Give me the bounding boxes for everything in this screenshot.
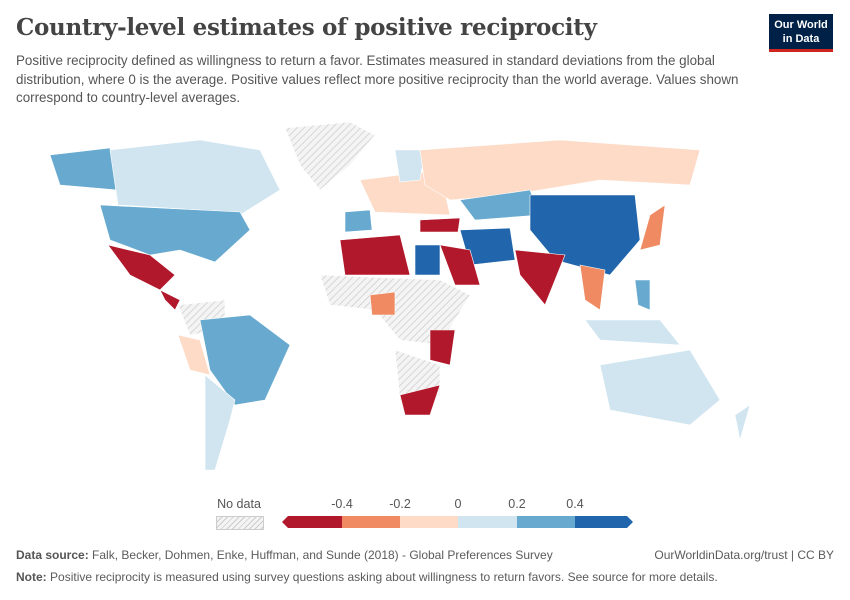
legend-color-bar [282, 516, 633, 528]
world-map [49, 121, 751, 471]
legend-tick: -0.4 [331, 497, 353, 511]
country-canada [109, 139, 281, 216]
country-chile-argentina [204, 374, 236, 471]
country-usa [99, 204, 251, 263]
country-north-africa [339, 234, 411, 276]
country-egypt [414, 244, 441, 276]
legend-bin [282, 516, 342, 528]
data-source: Data source: Falk, Becker, Dohmen, Enke,… [16, 548, 553, 562]
legend-bin [342, 516, 400, 528]
chart-title: Country-level estimates of positive reci… [16, 14, 597, 41]
country-alaska-canada-west [49, 147, 119, 191]
country-mexico [107, 244, 176, 291]
legend-tick: 0 [454, 497, 462, 511]
country-nigeria [369, 291, 396, 316]
country-peru [177, 334, 211, 376]
legend-no-data-swatch [216, 516, 264, 530]
country-iberia [344, 209, 373, 233]
country-new-zealand [734, 404, 751, 441]
legend-tick: -0.2 [389, 497, 411, 511]
country-philippines [634, 279, 651, 311]
country-indonesia [584, 319, 681, 346]
owid-logo[interactable]: Our World in Data [769, 14, 833, 52]
legend-tick: 0.4 [566, 497, 584, 511]
logo-line2: in Data [782, 33, 820, 45]
chart-subtitle: Positive reciprocity defined as willingn… [16, 53, 739, 105]
legend-bin [458, 516, 517, 528]
legend-bin [575, 516, 633, 528]
note: Note: Positive reciprocity is measured u… [16, 570, 718, 584]
country-south-africa [399, 384, 441, 416]
country-se-asia [579, 264, 606, 311]
country-australia [599, 349, 721, 426]
license-link[interactable]: OurWorldinData.org/trust | CC BY [654, 548, 834, 562]
color-legend: No data -0.4 -0.2 0 0.2 0.4 [0, 490, 850, 530]
source-label: Data source: [16, 548, 89, 562]
legend-tick: 0.2 [508, 497, 526, 511]
country-central-america [159, 289, 181, 311]
note-label: Note: [16, 570, 47, 584]
country-tanzania [429, 329, 456, 366]
note-text: Positive reciprocity is measured using s… [50, 570, 718, 584]
country-scandinavia [394, 149, 426, 183]
country-turkey [419, 217, 461, 233]
country-greenland [284, 121, 376, 191]
country-russia [419, 139, 701, 201]
source-text[interactable]: Falk, Becker, Dohmen, Enke, Huffman, and… [92, 548, 553, 562]
logo-line1: Our World [774, 19, 828, 31]
country-brazil [199, 314, 291, 406]
legend-no-data-label: No data [217, 497, 261, 511]
legend-bin [517, 516, 575, 528]
legend-bin [400, 516, 458, 528]
country-india [514, 249, 566, 306]
country-japan [639, 204, 666, 251]
country-saudi-arabia [439, 244, 481, 286]
